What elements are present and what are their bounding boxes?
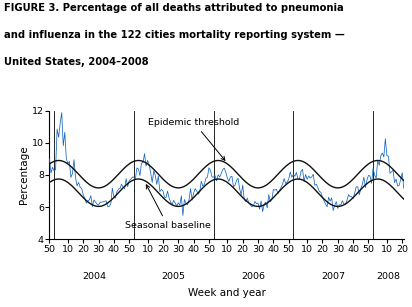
Y-axis label: Percentage: Percentage	[19, 146, 29, 204]
Text: Seasonal baseline: Seasonal baseline	[124, 185, 211, 230]
Text: 2005: 2005	[162, 272, 186, 281]
Text: 2004: 2004	[82, 272, 106, 281]
Text: and influenza in the 122 cities mortality reporting system —: and influenza in the 122 cities mortalit…	[4, 30, 345, 40]
Text: 2006: 2006	[241, 272, 265, 281]
Text: 2007: 2007	[321, 272, 345, 281]
Text: United States, 2004–2008: United States, 2004–2008	[4, 57, 149, 67]
Text: Week and year: Week and year	[187, 288, 266, 298]
Text: FIGURE 3. Percentage of all deaths attributed to pneumonia: FIGURE 3. Percentage of all deaths attri…	[4, 3, 344, 13]
Text: 2008: 2008	[377, 272, 400, 281]
Text: Epidemic threshold: Epidemic threshold	[148, 118, 239, 160]
